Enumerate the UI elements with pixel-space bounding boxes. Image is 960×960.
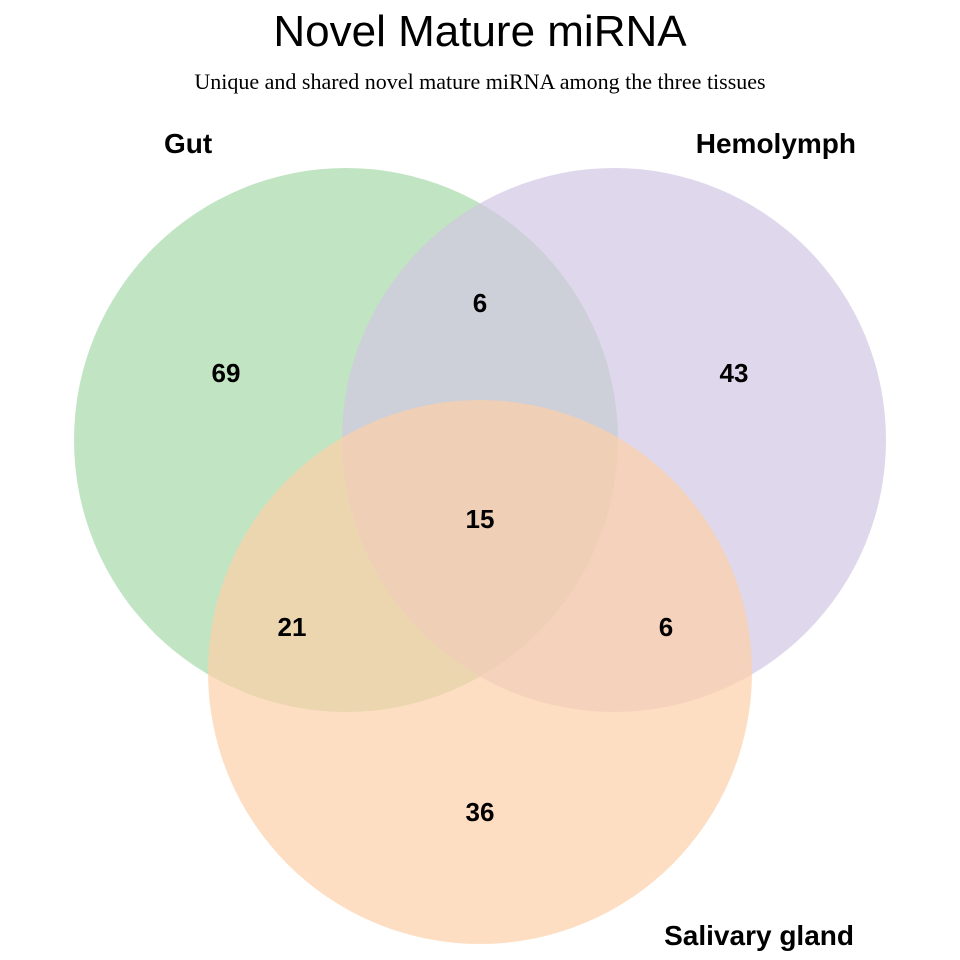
chart-subtitle: Unique and shared novel mature miRNA amo… xyxy=(194,69,766,94)
count-hemolymph-only: 43 xyxy=(720,358,749,388)
count-salivary-only: 36 xyxy=(466,797,495,827)
set-label-hemolymph: Hemolymph xyxy=(696,128,856,159)
set-label-salivary-gland: Salivary gland xyxy=(664,920,854,951)
count-all-three: 15 xyxy=(466,504,495,534)
count-hemolymph-salivary: 6 xyxy=(659,612,673,642)
count-gut-only: 69 xyxy=(212,358,241,388)
count-gut-salivary: 21 xyxy=(278,612,307,642)
set-label-gut: Gut xyxy=(164,128,212,159)
set-circle-salivary-gland xyxy=(208,400,752,944)
chart-title: Novel Mature miRNA xyxy=(273,7,687,56)
count-gut-hemolymph: 6 xyxy=(473,288,487,318)
